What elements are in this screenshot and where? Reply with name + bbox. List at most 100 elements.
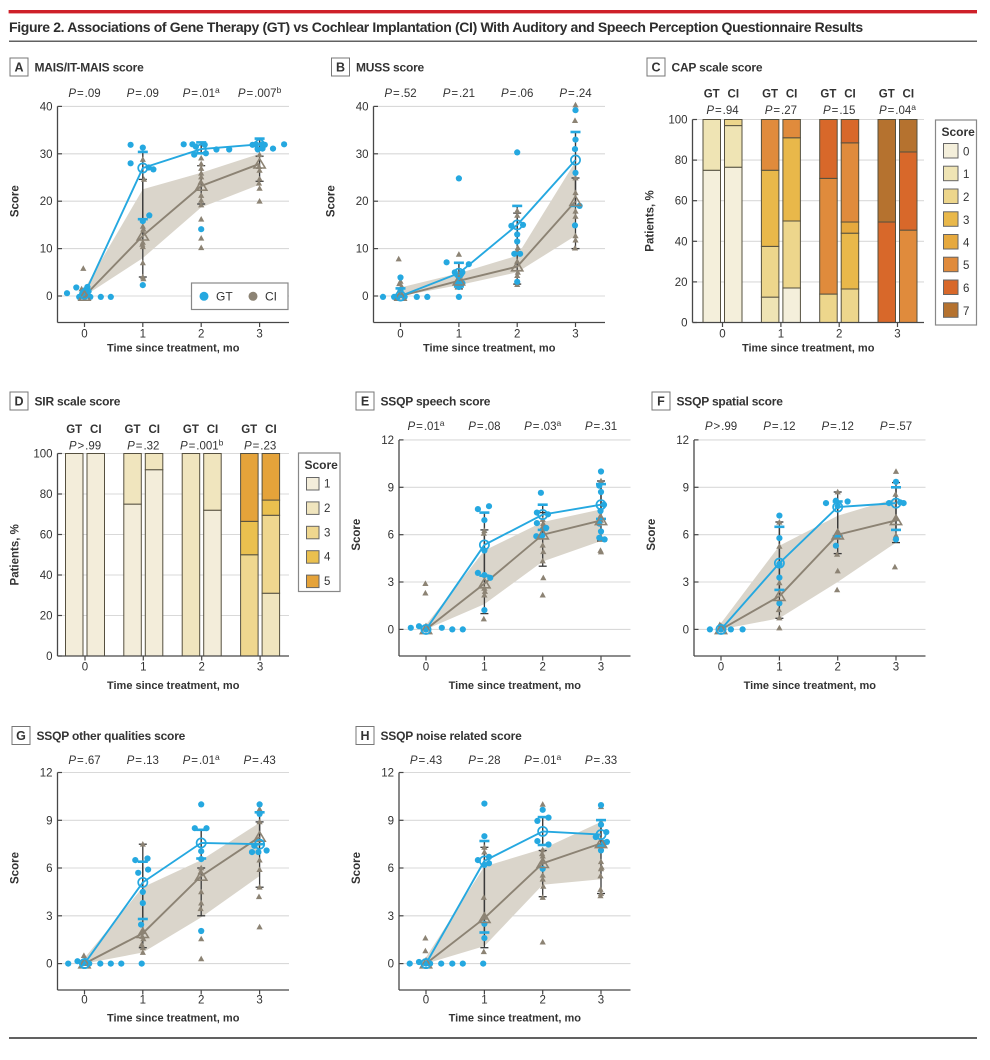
svg-text:20: 20: [40, 611, 53, 623]
svg-text:3: 3: [598, 662, 604, 674]
svg-text:3: 3: [598, 995, 604, 1007]
svg-text:2: 2: [198, 329, 204, 341]
svg-text:0: 0: [388, 624, 394, 636]
svg-text:0: 0: [362, 291, 368, 303]
svg-text:Time since treatment, mo: Time since treatment, mo: [742, 343, 875, 355]
svg-text:E: E: [361, 395, 369, 409]
svg-text:3: 3: [894, 329, 900, 341]
svg-text:B: B: [336, 61, 345, 75]
svg-text:Score: Score: [10, 185, 22, 217]
svg-text:P = .001b: P = .001b: [180, 438, 224, 453]
svg-text:P = .12: P = .12: [822, 421, 854, 433]
svg-text:1: 1: [481, 662, 487, 674]
svg-text:GT: GT: [241, 424, 257, 436]
svg-text:6: 6: [963, 283, 969, 295]
svg-text:1: 1: [140, 995, 146, 1007]
svg-text:2: 2: [836, 329, 842, 341]
svg-text:0: 0: [397, 329, 403, 341]
svg-text:80: 80: [675, 155, 688, 167]
svg-text:SSQP other qualities score: SSQP other qualities score: [37, 729, 186, 743]
svg-text:MAIS/IT-MAIS score: MAIS/IT-MAIS score: [35, 61, 145, 75]
svg-text:P = .24: P = .24: [559, 88, 592, 100]
svg-text:3: 3: [256, 995, 262, 1007]
svg-text:80: 80: [40, 489, 53, 501]
svg-text:P = .01a: P = .01a: [407, 418, 444, 433]
svg-text:3: 3: [256, 329, 262, 341]
svg-text:0: 0: [718, 662, 724, 674]
svg-text:6: 6: [388, 530, 394, 542]
svg-text:4: 4: [324, 552, 331, 564]
svg-text:Score: Score: [305, 458, 339, 472]
svg-text:GT: GT: [762, 89, 778, 101]
svg-text:SSQP spatial score: SSQP spatial score: [677, 395, 784, 409]
svg-text:C: C: [651, 61, 660, 75]
svg-text:P = .09: P = .09: [68, 88, 100, 100]
svg-text:20: 20: [40, 196, 53, 208]
svg-text:60: 60: [40, 530, 53, 542]
svg-text:12: 12: [381, 435, 394, 447]
svg-text:P = .01a: P = .01a: [524, 752, 561, 767]
svg-text:0: 0: [681, 318, 687, 330]
svg-text:P > .99: P > .99: [705, 421, 737, 433]
svg-text:P = .57: P = .57: [880, 421, 912, 433]
svg-text:0: 0: [719, 329, 725, 341]
svg-text:1: 1: [456, 329, 462, 341]
svg-text:Time since treatment, mo: Time since treatment, mo: [423, 343, 556, 355]
svg-text:GT: GT: [704, 89, 720, 101]
svg-text:Score: Score: [351, 852, 363, 884]
svg-text:P = .12: P = .12: [763, 421, 795, 433]
svg-text:Time since treatment, mo: Time since treatment, mo: [744, 680, 877, 692]
svg-text:6: 6: [683, 530, 689, 542]
svg-text:12: 12: [381, 768, 394, 780]
svg-text:12: 12: [40, 768, 53, 780]
svg-text:GT: GT: [125, 424, 141, 436]
svg-text:A: A: [14, 61, 23, 75]
svg-text:40: 40: [40, 570, 53, 582]
svg-text:P = .28: P = .28: [468, 755, 500, 767]
svg-text:10: 10: [40, 244, 53, 256]
svg-text:0: 0: [423, 662, 429, 674]
svg-text:2: 2: [514, 329, 520, 341]
svg-text:CI: CI: [90, 424, 102, 436]
svg-text:2: 2: [963, 192, 969, 204]
svg-text:1: 1: [963, 169, 969, 181]
svg-text:0: 0: [82, 662, 88, 674]
svg-text:P > .99: P > .99: [69, 441, 101, 453]
svg-text:CI: CI: [728, 89, 740, 101]
svg-text:3: 3: [388, 911, 394, 923]
svg-text:Score: Score: [646, 519, 658, 551]
svg-text:SSQP noise related score: SSQP noise related score: [381, 729, 523, 743]
svg-text:5: 5: [324, 576, 330, 588]
svg-text:0: 0: [46, 959, 52, 971]
svg-text:P = .23: P = .23: [244, 441, 276, 453]
svg-text:P = .31: P = .31: [585, 421, 617, 433]
svg-text:CI: CI: [903, 89, 915, 101]
svg-text:9: 9: [388, 482, 394, 494]
svg-text:1: 1: [140, 662, 146, 674]
svg-text:6: 6: [46, 863, 52, 875]
svg-text:P = .04a: P = .04a: [879, 102, 916, 117]
svg-text:Score: Score: [942, 125, 976, 139]
svg-text:100: 100: [668, 115, 687, 127]
svg-text:10: 10: [356, 244, 369, 256]
svg-text:GT: GT: [879, 89, 895, 101]
svg-text:H: H: [360, 729, 369, 743]
svg-text:3: 3: [572, 329, 578, 341]
svg-text:Figure 2. Associations of Gene: Figure 2. Associations of Gene Therapy (…: [9, 19, 863, 35]
svg-text:P = .01a: P = .01a: [183, 752, 220, 767]
svg-text:Time since treatment, mo: Time since treatment, mo: [449, 1013, 582, 1025]
svg-text:G: G: [16, 729, 26, 743]
svg-text:Time since treatment, mo: Time since treatment, mo: [107, 1013, 240, 1025]
svg-text:SSQP speech score: SSQP speech score: [381, 395, 491, 409]
svg-text:P = .09: P = .09: [127, 88, 159, 100]
svg-text:40: 40: [40, 101, 53, 113]
svg-text:2: 2: [198, 662, 204, 674]
svg-text:P = .13: P = .13: [127, 755, 159, 767]
svg-text:P = .21: P = .21: [443, 88, 475, 100]
svg-text:P = .08: P = .08: [468, 421, 500, 433]
svg-text:3: 3: [963, 215, 969, 227]
svg-text:P = .01a: P = .01a: [183, 85, 220, 100]
svg-text:30: 30: [356, 149, 369, 161]
svg-text:CI: CI: [207, 424, 219, 436]
svg-text:F: F: [657, 395, 665, 409]
